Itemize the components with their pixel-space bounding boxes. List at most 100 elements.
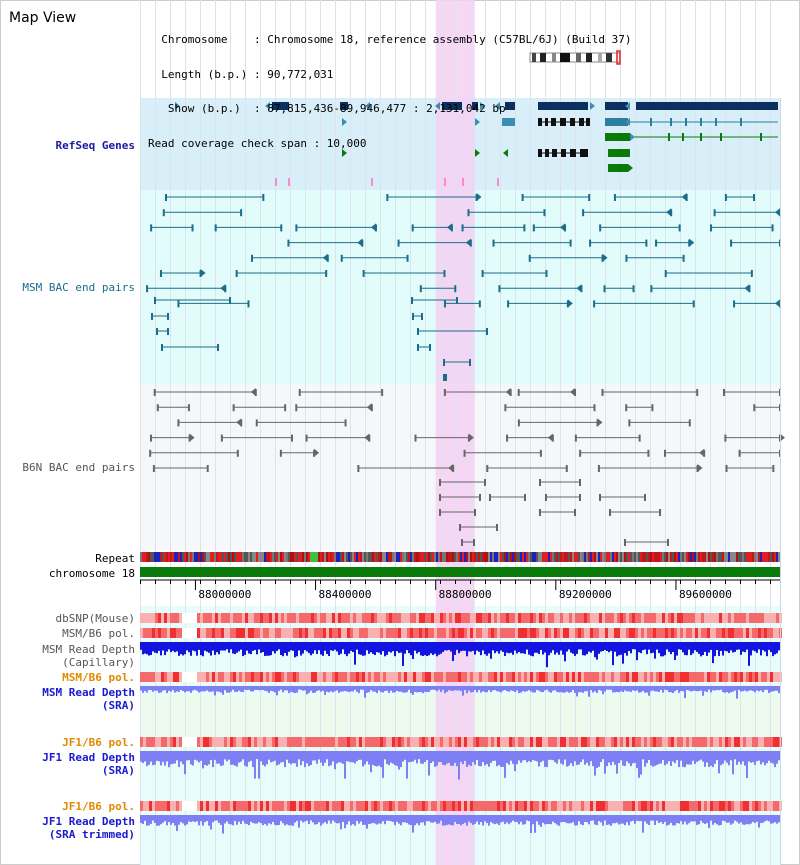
track-label-chromosome[interactable]: chromosome 18 — [48, 567, 135, 580]
track-label-jf1-read-depth-trimmed[interactable]: JF1 Read Depth (SRA trimmed) — [42, 815, 135, 841]
jf1-pol-trimmed-strip — [212, 801, 215, 811]
dbsnp-strip — [752, 613, 755, 623]
jf1-depth-sra-bar — [492, 751, 494, 761]
b6n-bac-end-arrow — [699, 448, 705, 457]
track-label-refseq-genes[interactable]: RefSeq Genes — [55, 139, 135, 152]
msm-depth-capillary-bar — [716, 642, 718, 651]
msm-pol-capillary-strip — [767, 628, 770, 638]
repeat-segment — [372, 552, 374, 562]
dbsnp-strip — [416, 613, 419, 623]
jf1-depth-trimmed-bar — [194, 815, 196, 822]
msm-depth-sra-bar — [458, 686, 460, 691]
msm-bac-end — [362, 270, 365, 277]
msm-pol-sra-strip — [428, 672, 431, 682]
jf1-pol-trimmed-strip — [398, 801, 401, 811]
track-label-msm-b6-pol-capillary[interactable]: MSM/B6 pol. — [62, 627, 135, 640]
msm-depth-sra-bar — [442, 686, 444, 690]
jf1-pol-sra-strip — [293, 737, 296, 747]
jf1-depth-sra-bar — [182, 751, 184, 765]
msm-depth-capillary-bar — [164, 642, 166, 656]
jf1-depth-trimmed-bar — [468, 815, 470, 822]
msm-pol-capillary-strip — [599, 628, 602, 638]
jf1-depth-sra-bar — [490, 751, 492, 763]
jf1-pol-sra-strip — [206, 737, 209, 747]
msm-pol-capillary-strip — [620, 628, 623, 638]
msm-pol-sra-strip — [344, 672, 347, 682]
refseq-marker — [275, 178, 277, 186]
repeat-segment — [628, 552, 630, 562]
msm-depth-sra-bar — [446, 686, 448, 692]
jf1-depth-sra-bar — [594, 751, 596, 776]
msm-depth-capillary-bar — [708, 642, 710, 653]
track-label-dbsnp[interactable]: dbSNP(Mouse) — [55, 612, 135, 625]
msm-depth-capillary-bar — [484, 642, 486, 655]
jf1-depth-sra-bar — [596, 751, 598, 768]
dbsnp-strip — [602, 613, 605, 623]
jf1-pol-trimmed-strip — [665, 801, 668, 811]
msm-depth-sra-bar — [702, 686, 704, 696]
track-label-repeat[interactable]: Repeat — [95, 552, 135, 565]
dbsnp-strip — [527, 613, 530, 623]
track-label-msm-read-depth-sra[interactable]: MSM Read Depth (SRA) — [42, 686, 135, 712]
msm-depth-sra-bar — [520, 686, 522, 693]
msm-bac-end-arrow — [775, 299, 780, 308]
msm-depth-capillary-bar — [714, 642, 716, 657]
msm-depth-sra-bar — [434, 686, 436, 691]
repeat-segment — [150, 552, 152, 562]
jf1-depth-trimmed-bar — [398, 815, 400, 824]
msm-pol-sra-strip — [404, 672, 407, 682]
dbsnp-strip — [764, 613, 767, 623]
msm-pol-capillary-strip — [203, 628, 206, 638]
jf1-pol-sra-strip — [239, 737, 242, 747]
msm-pol-capillary-strip — [587, 628, 590, 638]
track-label-b6n-bac-end-pairs[interactable]: B6N BAC end pairs — [22, 461, 135, 474]
repeat-segment — [388, 552, 390, 562]
gene-13-exon — [570, 149, 576, 157]
dbsnp-strip — [770, 613, 773, 623]
track-label-jf1-b6-pol-trimmed[interactable]: JF1/B6 pol. — [62, 800, 135, 813]
msm-pol-capillary-strip — [566, 628, 569, 638]
jf1-depth-trimmed-bar — [536, 815, 538, 822]
jf1-pol-sra-strip — [164, 737, 167, 747]
msm-depth-sra-bar — [674, 686, 676, 692]
msm-pol-capillary-strip — [200, 628, 203, 638]
msm-bac-end — [280, 224, 283, 232]
jf1-depth-sra-bar — [774, 751, 776, 768]
msm-pol-capillary-strip — [725, 628, 728, 638]
jf1-pol-trimmed-strip — [629, 801, 632, 811]
msm-depth-sra-bar — [332, 686, 334, 693]
jf1-depth-trimmed-bar — [326, 815, 328, 824]
b6n-bac-end — [149, 449, 152, 457]
jf1-depth-trimmed-bar — [376, 815, 378, 825]
jf1-depth-sra-bar — [470, 751, 472, 766]
jf1-depth-sra-bar — [518, 751, 520, 761]
jf1-depth-trimmed-bar — [216, 815, 218, 821]
msm-depth-capillary-bar — [144, 642, 146, 654]
track-label-msm-b6-pol-sra[interactable]: MSM/B6 pol. — [62, 671, 135, 684]
msm-depth-sra-bar — [552, 686, 554, 691]
repeat-segment — [768, 552, 770, 562]
msm-depth-sra-bar — [268, 686, 270, 693]
jf1-pol-trimmed-strip — [620, 801, 623, 811]
jf1-pol-sra-strip — [167, 737, 170, 747]
msm-pol-capillary-strip — [359, 628, 362, 638]
msm-pol-sra-strip — [740, 672, 743, 682]
jf1-depth-trimmed-bar — [564, 815, 566, 823]
dbsnp-strip — [173, 613, 176, 623]
msm-pol-capillary-strip — [257, 628, 260, 638]
repeat-segment — [602, 552, 604, 562]
track-label-jf1-b6-pol-sra[interactable]: JF1/B6 pol. — [62, 736, 135, 749]
jf1-pol-trimmed-strip — [641, 801, 644, 811]
repeat-segment — [740, 552, 742, 562]
jf1-pol-trimmed-strip — [455, 801, 458, 811]
msm-depth-sra-bar — [534, 686, 536, 693]
track-label-msm-read-depth-capillary[interactable]: MSM Read Depth (Capillary) — [42, 643, 135, 669]
b6n-bac-end-arrow — [364, 433, 370, 442]
track-label-jf1-read-depth-sra[interactable]: JF1 Read Depth (SRA) — [42, 751, 135, 777]
jf1-pol-trimmed-strip — [377, 801, 380, 811]
track-label-msm-bac-end-pairs[interactable]: MSM BAC end pairs — [22, 281, 135, 294]
msm-depth-sra-bar — [382, 686, 384, 693]
jf1-depth-trimmed-bar — [496, 815, 498, 824]
msm-depth-sra-bar — [328, 686, 330, 693]
